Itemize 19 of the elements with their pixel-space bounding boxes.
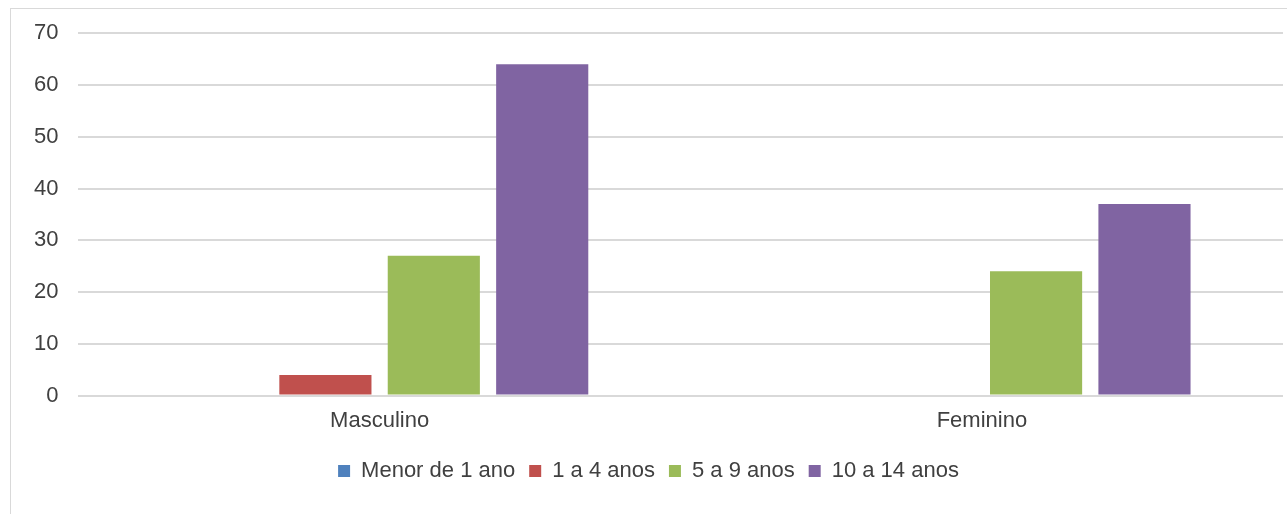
y-tick-label: 60 [33, 71, 59, 97]
legend-label: 10 a 14 anos [831, 457, 959, 483]
legend-label: Menor de 1 ano [361, 457, 516, 483]
y-tick-label: 20 [33, 278, 59, 304]
bar [1098, 204, 1191, 395]
y-tick-label: 50 [33, 122, 59, 148]
bar [279, 374, 372, 395]
bar [496, 64, 589, 395]
bar [990, 271, 1083, 395]
y-tick-label: 40 [33, 174, 59, 200]
y-tick-label: 10 [33, 329, 59, 355]
y-tick-label: 0 [46, 381, 59, 407]
x-tick-label: Feminino [936, 406, 1028, 432]
x-tick-label: Masculino [330, 406, 430, 432]
y-tick-label: 30 [33, 226, 59, 252]
legend-label: 1 a 4 anos [552, 457, 655, 483]
y-tick-label: 70 [33, 19, 59, 45]
legend-label: 5 a 9 anos [691, 457, 795, 483]
bar [387, 255, 480, 395]
